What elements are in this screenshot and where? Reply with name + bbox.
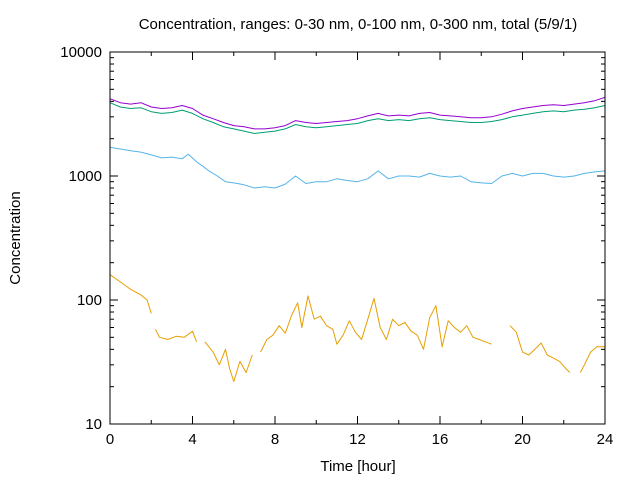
y-tick-label: 10 xyxy=(85,416,102,433)
x-tick-label: 16 xyxy=(432,431,449,448)
x-tick-label: 4 xyxy=(188,431,196,448)
x-tick-label: 12 xyxy=(349,431,366,448)
y-axis-label: Concentration xyxy=(7,191,24,284)
x-axis-ticks: 0 4 8 12 16 20 24 xyxy=(106,52,614,448)
x-tick-label: 24 xyxy=(597,431,614,448)
x-axis-label: Time [hour] xyxy=(320,458,395,475)
plot-series xyxy=(109,96,606,382)
chart-title: Concentration, ranges: 0-30 nm, 0-100 nm… xyxy=(139,16,578,33)
x-tick-label: 20 xyxy=(514,431,531,448)
x-tick-label: 8 xyxy=(271,431,279,448)
x-tick-label: 0 xyxy=(106,431,114,448)
y-tick-label: 10000 xyxy=(60,44,102,61)
y-tick-label: 1000 xyxy=(69,168,102,185)
y-tick-label: 100 xyxy=(77,292,102,309)
series-line-3 xyxy=(109,102,606,134)
y-axis-ticks: 10 100 1000 10000 xyxy=(60,44,605,433)
series-line-1 xyxy=(109,274,605,382)
series-line-4 xyxy=(109,96,606,130)
series-line-2 xyxy=(109,146,606,189)
